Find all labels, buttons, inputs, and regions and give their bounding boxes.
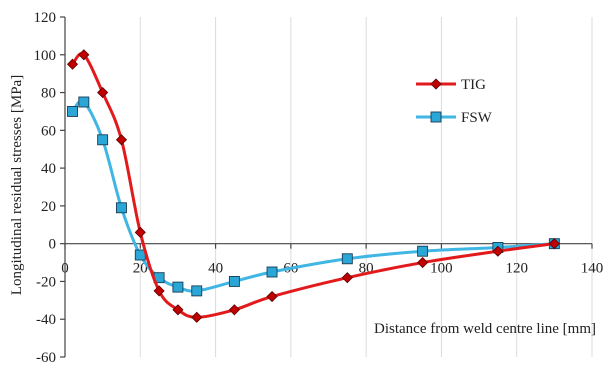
data-point-tig xyxy=(341,272,353,284)
y-tick-label: 0 xyxy=(49,237,57,253)
data-point-fsw xyxy=(191,285,203,297)
axes xyxy=(60,16,593,358)
y-tick-label: 80 xyxy=(41,86,56,102)
data-point-fsw xyxy=(78,96,90,108)
data-point-fsw xyxy=(97,134,109,146)
data-point-tig xyxy=(66,58,79,70)
data-point-tig xyxy=(492,245,504,257)
data-point-fsw xyxy=(266,266,278,278)
x-tick-label: 40 xyxy=(208,261,223,277)
data-point-tig xyxy=(417,256,429,269)
data-point-tig xyxy=(266,290,278,303)
data-point-tig xyxy=(548,238,560,250)
legend-marker-tig xyxy=(430,78,442,90)
legend-marker-fsw xyxy=(430,111,442,123)
data-point-tig xyxy=(153,285,165,297)
data-point-fsw xyxy=(417,245,429,257)
data-point-tig xyxy=(134,226,146,238)
legend-label-fsw: FSW xyxy=(461,110,493,126)
x-tick-label: 120 xyxy=(505,261,528,277)
series-tig xyxy=(66,49,560,323)
y-tick-label: 100 xyxy=(34,48,57,64)
x-tick-label: 100 xyxy=(430,261,453,277)
y-tick-label: 20 xyxy=(41,199,56,215)
data-point-tig xyxy=(191,311,203,323)
data-point-tig xyxy=(97,86,109,99)
data-point-fsw xyxy=(228,275,240,287)
data-point-fsw xyxy=(172,281,184,293)
grid xyxy=(139,17,593,357)
y-tick-label: -20 xyxy=(36,274,56,290)
series-fsw xyxy=(67,96,560,297)
y-tick-label: -60 xyxy=(36,350,56,366)
x-tick-label: 140 xyxy=(581,261,604,277)
series-line-tig xyxy=(71,52,555,319)
data-point-tig xyxy=(172,304,184,316)
y-tick-label: 120 xyxy=(34,10,57,26)
x-tick-label: 0 xyxy=(61,261,69,277)
data-point-tig xyxy=(115,134,128,146)
y-axis-title: Longitudinal residual stresses [MPa] xyxy=(9,75,25,295)
series xyxy=(66,49,560,323)
legend-label-tig: TIG xyxy=(461,77,486,93)
data-point-fsw xyxy=(67,105,78,117)
data-point-tig xyxy=(78,49,90,61)
data-point-fsw xyxy=(341,253,353,265)
data-point-fsw xyxy=(116,202,127,214)
y-tick-label: 40 xyxy=(41,161,56,177)
legend: TIG FSW xyxy=(416,77,493,126)
x-axis-title: Distance from weld centre line [mm] xyxy=(374,321,596,337)
data-point-tig xyxy=(228,304,240,316)
x-tick-label: 20 xyxy=(133,261,148,277)
y-tick-label: -40 xyxy=(36,312,56,328)
series-line-fsw xyxy=(71,99,555,293)
y-tick-label: 60 xyxy=(41,123,56,139)
